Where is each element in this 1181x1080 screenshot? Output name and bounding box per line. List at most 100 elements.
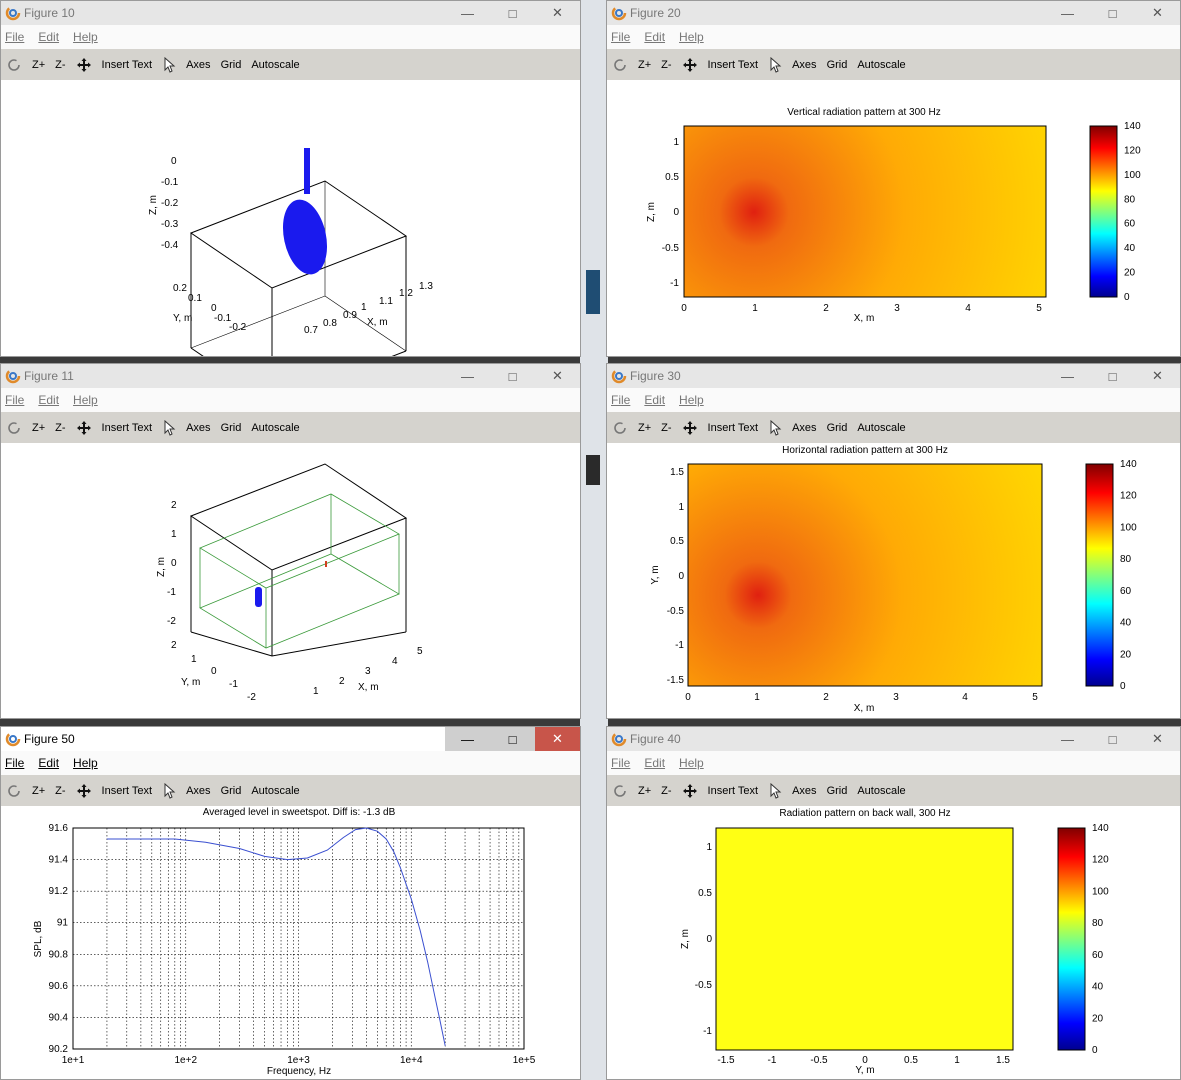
- menu-help[interactable]: Help: [73, 30, 98, 44]
- minimize-button[interactable]: —: [1045, 364, 1090, 388]
- close-button[interactable]: ✕: [535, 727, 580, 751]
- title-bar[interactable]: Figure 10 — □ ✕: [1, 1, 580, 25]
- rotate-button[interactable]: [612, 57, 628, 73]
- insert-text-button[interactable]: Insert Text: [102, 785, 153, 797]
- maximize-button[interactable]: □: [1090, 364, 1135, 388]
- menu-help[interactable]: Help: [679, 393, 704, 407]
- title-bar[interactable]: Figure 40 — □ ✕: [607, 727, 1180, 751]
- figure-11-window[interactable]: Figure 11 — □ ✕ File Edit Help Z+ Z- Ins…: [0, 363, 581, 719]
- grid-button[interactable]: Grid: [221, 785, 242, 797]
- menu-edit[interactable]: Edit: [644, 756, 665, 770]
- pan-button[interactable]: [682, 783, 698, 799]
- autoscale-button[interactable]: Autoscale: [251, 59, 299, 71]
- zoom-in-button[interactable]: Z+: [32, 785, 45, 797]
- rotate-button[interactable]: [612, 783, 628, 799]
- autoscale-button[interactable]: Autoscale: [857, 422, 905, 434]
- menu-edit[interactable]: Edit: [38, 30, 59, 44]
- menu-file[interactable]: File: [5, 393, 24, 407]
- figure-30-window[interactable]: Figure 30 — □ ✕ File Edit Help Z+ Z- Ins…: [606, 363, 1181, 719]
- insert-text-button[interactable]: Insert Text: [708, 785, 759, 797]
- menu-file[interactable]: File: [611, 393, 630, 407]
- menu-help[interactable]: Help: [679, 756, 704, 770]
- select-button[interactable]: [768, 57, 782, 73]
- zoom-out-button[interactable]: Z-: [661, 59, 671, 71]
- minimize-button[interactable]: —: [445, 1, 490, 25]
- pan-button[interactable]: [682, 57, 698, 73]
- insert-text-button[interactable]: Insert Text: [102, 422, 153, 434]
- title-bar[interactable]: Figure 20 — □ ✕: [607, 1, 1180, 25]
- menu-help[interactable]: Help: [679, 30, 704, 44]
- axes-button[interactable]: Axes: [186, 59, 210, 71]
- figure-50-canvas[interactable]: Averaged level in sweetspot. Diff is: -1…: [1, 807, 580, 1079]
- grid-button[interactable]: Grid: [221, 59, 242, 71]
- maximize-button[interactable]: □: [1090, 1, 1135, 25]
- rotate-button[interactable]: [612, 420, 628, 436]
- autoscale-button[interactable]: Autoscale: [251, 422, 299, 434]
- minimize-button[interactable]: —: [445, 727, 490, 751]
- figure-11-canvas[interactable]: 2 1 0 -1 -2 Z, m 2 1 0 -1 -2 Y, m 1 2 3 …: [1, 444, 580, 718]
- figure-10-window[interactable]: Figure 10 — □ ✕ File Edit Help Z+ Z- Ins…: [0, 0, 581, 357]
- insert-text-button[interactable]: Insert Text: [708, 422, 759, 434]
- figure-20-canvas[interactable]: Vertical radiation pattern at 300 Hz 0 1…: [607, 81, 1180, 356]
- grid-button[interactable]: Grid: [827, 422, 848, 434]
- zoom-out-button[interactable]: Z-: [661, 785, 671, 797]
- grid-button[interactable]: Grid: [827, 785, 848, 797]
- figure-10-canvas[interactable]: 0 -0.1 -0.2 -0.3 -0.4 Z, m 0.2 0.1 0 -0.…: [1, 81, 580, 356]
- title-bar[interactable]: Figure 50 — □ ✕: [1, 727, 580, 751]
- autoscale-button[interactable]: Autoscale: [251, 785, 299, 797]
- rotate-button[interactable]: [6, 783, 22, 799]
- menu-file[interactable]: File: [611, 756, 630, 770]
- rotate-button[interactable]: [6, 420, 22, 436]
- menu-file[interactable]: File: [611, 30, 630, 44]
- autoscale-button[interactable]: Autoscale: [857, 59, 905, 71]
- close-button[interactable]: ✕: [535, 364, 580, 388]
- figure-40-window[interactable]: Figure 40 — □ ✕ File Edit Help Z+ Z- Ins…: [606, 726, 1181, 1080]
- menu-edit[interactable]: Edit: [38, 393, 59, 407]
- insert-text-button[interactable]: Insert Text: [708, 59, 759, 71]
- select-button[interactable]: [768, 783, 782, 799]
- maximize-button[interactable]: □: [490, 364, 535, 388]
- grid-button[interactable]: Grid: [221, 422, 242, 434]
- pan-button[interactable]: [76, 783, 92, 799]
- minimize-button[interactable]: —: [445, 364, 490, 388]
- select-button[interactable]: [162, 57, 176, 73]
- close-button[interactable]: ✕: [535, 1, 580, 25]
- menu-file[interactable]: File: [5, 30, 24, 44]
- axes-button[interactable]: Axes: [792, 785, 816, 797]
- close-button[interactable]: ✕: [1135, 1, 1180, 25]
- pan-button[interactable]: [76, 420, 92, 436]
- select-button[interactable]: [768, 420, 782, 436]
- zoom-out-button[interactable]: Z-: [55, 785, 65, 797]
- menu-help[interactable]: Help: [73, 393, 98, 407]
- zoom-in-button[interactable]: Z+: [638, 422, 651, 434]
- menu-edit[interactable]: Edit: [644, 30, 665, 44]
- pan-button[interactable]: [682, 420, 698, 436]
- select-button[interactable]: [162, 420, 176, 436]
- axes-button[interactable]: Axes: [186, 422, 210, 434]
- minimize-button[interactable]: —: [1045, 727, 1090, 751]
- minimize-button[interactable]: —: [1045, 1, 1090, 25]
- figure-50-window[interactable]: Figure 50 — □ ✕ File Edit Help Z+ Z- Ins…: [0, 726, 581, 1080]
- axes-button[interactable]: Axes: [792, 422, 816, 434]
- zoom-in-button[interactable]: Z+: [638, 785, 651, 797]
- select-button[interactable]: [162, 783, 176, 799]
- zoom-in-button[interactable]: Z+: [32, 59, 45, 71]
- zoom-out-button[interactable]: Z-: [661, 422, 671, 434]
- grid-button[interactable]: Grid: [827, 59, 848, 71]
- close-button[interactable]: ✕: [1135, 727, 1180, 751]
- zoom-out-button[interactable]: Z-: [55, 422, 65, 434]
- title-bar[interactable]: Figure 11 — □ ✕: [1, 364, 580, 388]
- figure-30-canvas[interactable]: Horizontal radiation pattern at 300 Hz 0…: [607, 444, 1180, 718]
- maximize-button[interactable]: □: [1090, 727, 1135, 751]
- menu-help[interactable]: Help: [73, 756, 98, 770]
- autoscale-button[interactable]: Autoscale: [857, 785, 905, 797]
- menu-edit[interactable]: Edit: [38, 756, 59, 770]
- insert-text-button[interactable]: Insert Text: [102, 59, 153, 71]
- menu-file[interactable]: File: [5, 756, 24, 770]
- axes-button[interactable]: Axes: [792, 59, 816, 71]
- maximize-button[interactable]: □: [490, 1, 535, 25]
- zoom-out-button[interactable]: Z-: [55, 59, 65, 71]
- axes-button[interactable]: Axes: [186, 785, 210, 797]
- figure-40-canvas[interactable]: Radiation pattern on back wall, 300 Hz -…: [607, 807, 1180, 1079]
- maximize-button[interactable]: □: [490, 727, 535, 751]
